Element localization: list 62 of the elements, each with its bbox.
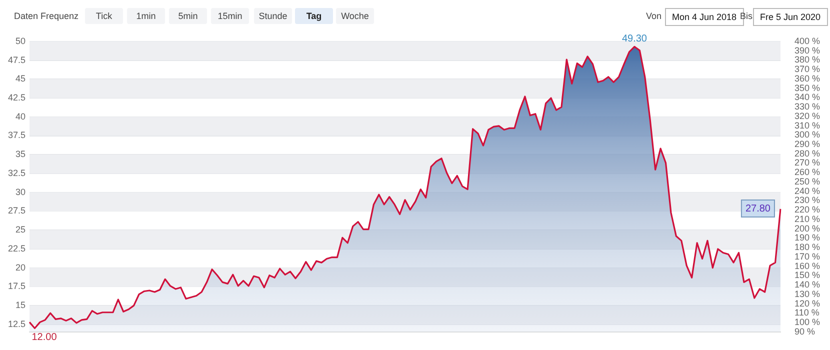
y-tick-label: 30	[16, 186, 26, 197]
y-tick-label: 35	[16, 149, 26, 160]
tab-button: 5min	[169, 8, 207, 24]
y2-tick-label: 380 %	[794, 54, 820, 65]
y-tick-label: 40	[16, 111, 26, 122]
tab-button: Tag	[295, 8, 333, 24]
data-label: 27.80	[745, 204, 771, 215]
y-tick-label: 20	[16, 262, 26, 272]
y2-tick-label: 170 %	[794, 251, 820, 262]
y2-tick-label: 250 %	[794, 176, 820, 186]
y2-tick-label: 230 %	[794, 195, 820, 206]
tab-button: 15min	[211, 8, 249, 24]
y-tick-label: 32.5	[8, 168, 26, 178]
y2-tick-label: 90 %	[794, 326, 815, 336]
text: Von	[646, 10, 662, 23]
y2-tick-label: 140 %	[794, 280, 820, 290]
y2-tick-label: 340 %	[794, 92, 820, 102]
y2-tick-label: 220 %	[794, 204, 820, 215]
date-field: Fre 5 Jun 2020	[753, 8, 828, 26]
tab-button: Tick	[85, 8, 123, 24]
y2-tick-label: 370 %	[794, 64, 820, 74]
tab-button: 1min	[127, 8, 165, 24]
y-tick-label: 27.5	[8, 206, 26, 216]
y2-tick-label: 290 %	[794, 139, 820, 149]
y2-tick-label: 190 %	[794, 232, 820, 243]
y2-tick-label: 360 %	[794, 73, 820, 84]
y2-tick-label: 400 %	[794, 36, 820, 46]
y-tick-label: 17.5	[8, 281, 26, 292]
y2-tick-label: 130 %	[794, 288, 820, 299]
y-tick-label: 12.5	[8, 318, 26, 329]
y2-tick-label: 390 %	[794, 45, 820, 56]
y2-tick-label: 110 %	[794, 308, 820, 318]
text: Bis	[740, 10, 753, 23]
y2-tick-label: 310 %	[794, 120, 820, 130]
y-tick-label: 50	[16, 36, 26, 46]
text: Daten Frequenz	[14, 10, 79, 23]
y2-tick-label: 300 %	[794, 130, 820, 140]
y-tick-label: 45	[16, 74, 26, 84]
y-tick-label: 15	[16, 300, 26, 310]
y2-tick-label: 160 %	[794, 260, 820, 271]
tab-button: Woche	[336, 8, 374, 24]
y-tick-label: 25	[16, 224, 26, 235]
y2-tick-label: 150 %	[794, 270, 820, 280]
y-tick-label: 42.5	[8, 92, 26, 102]
y2-tick-label: 270 %	[794, 158, 820, 168]
y-tick-label: 37.5	[8, 130, 26, 140]
y2-tick-label: 120 %	[794, 298, 820, 308]
y2-tick-label: 210 %	[794, 214, 820, 224]
y-tick-label: 47.5	[8, 54, 26, 65]
y2-tick-label: 180 %	[794, 242, 820, 252]
y2-tick-label: 200 %	[794, 223, 820, 234]
y2-tick-label: 320 %	[794, 110, 820, 121]
y2-tick-label: 260 %	[794, 167, 820, 178]
y2-tick-label: 330 %	[794, 102, 820, 112]
y2-tick-label: 240 %	[794, 186, 820, 196]
tab-button: Stunde	[254, 8, 292, 24]
y2-tick-label: 350 %	[794, 82, 820, 93]
data-label: 12.00	[32, 332, 58, 343]
y2-tick-label: 280 %	[794, 148, 820, 158]
y-tick-label: 22.5	[8, 243, 26, 254]
y2-tick-label: 100 %	[794, 317, 820, 328]
data-label: 49.30	[622, 33, 648, 44]
